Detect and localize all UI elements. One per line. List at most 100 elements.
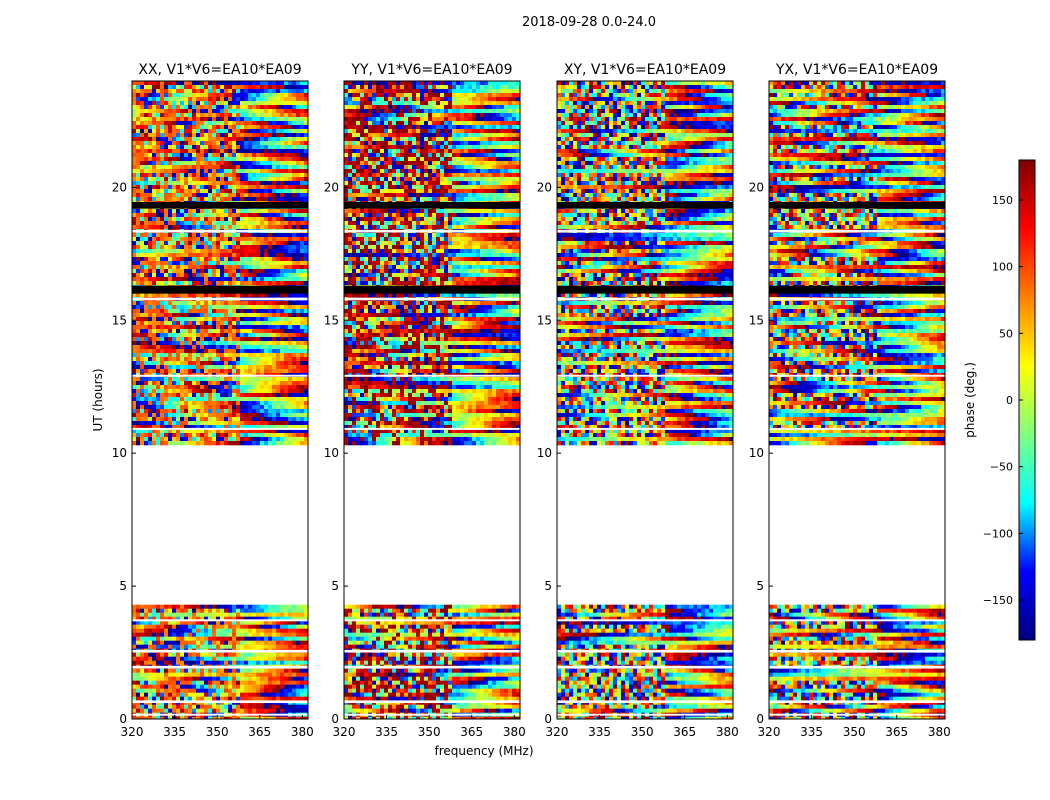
phase-cell bbox=[132, 624, 137, 629]
phase-cell bbox=[260, 265, 265, 270]
phase-cell bbox=[288, 377, 293, 382]
phase-cell bbox=[252, 401, 257, 406]
phase-cell bbox=[248, 616, 253, 621]
phase-cell bbox=[144, 716, 149, 719]
phase-cell bbox=[144, 165, 149, 170]
phase-cell bbox=[244, 317, 249, 322]
phase-cell bbox=[252, 704, 257, 709]
phase-cell bbox=[288, 177, 293, 182]
phase-cell bbox=[296, 157, 301, 162]
phase-cell bbox=[140, 620, 145, 625]
phase-cell bbox=[204, 357, 209, 362]
phase-cell bbox=[228, 389, 233, 394]
phase-cell bbox=[132, 197, 137, 202]
phase-cell bbox=[284, 133, 289, 138]
phase-cell bbox=[276, 413, 281, 418]
phase-cell bbox=[304, 189, 308, 194]
phase-cell bbox=[284, 369, 289, 374]
phase-cell bbox=[160, 405, 165, 410]
phase-cell bbox=[284, 317, 289, 322]
phase-cell bbox=[208, 301, 213, 306]
phase-cell bbox=[296, 249, 301, 254]
phase-cell bbox=[240, 345, 245, 350]
phase-cell bbox=[256, 680, 261, 685]
phase-cell bbox=[168, 696, 173, 701]
phase-cell bbox=[244, 325, 249, 330]
phase-cell bbox=[216, 616, 221, 621]
phase-cell bbox=[132, 684, 137, 689]
phase-cell bbox=[300, 405, 305, 410]
phase-cell bbox=[196, 644, 201, 649]
phase-cell bbox=[188, 145, 193, 150]
phase-cell bbox=[280, 269, 285, 274]
phase-cell bbox=[232, 213, 237, 218]
phase-cell bbox=[140, 181, 145, 186]
phase-cell bbox=[268, 620, 273, 625]
phase-cell bbox=[212, 233, 217, 238]
phase-cell bbox=[304, 716, 308, 719]
phase-cell bbox=[232, 81, 237, 86]
phase-cell bbox=[268, 636, 273, 641]
phase-cell bbox=[192, 141, 197, 146]
phase-cell bbox=[264, 413, 269, 418]
phase-cell bbox=[200, 377, 205, 382]
phase-cell bbox=[192, 620, 197, 625]
phase-cell bbox=[276, 688, 281, 693]
phase-cell bbox=[152, 233, 157, 238]
phase-cell bbox=[140, 241, 145, 246]
phase-cell bbox=[196, 628, 201, 633]
phase-cell bbox=[212, 157, 217, 162]
phase-cell bbox=[168, 357, 173, 362]
phase-cell bbox=[196, 365, 201, 370]
phase-cell bbox=[220, 169, 225, 174]
phase-cell bbox=[304, 692, 308, 697]
phase-cell bbox=[280, 233, 285, 238]
phase-cell bbox=[144, 233, 149, 238]
phase-cell bbox=[268, 137, 273, 142]
phase-cell bbox=[160, 105, 165, 110]
phase-cell bbox=[196, 225, 201, 230]
phase-cell bbox=[268, 105, 273, 110]
phase-cell bbox=[276, 89, 281, 94]
phase-cell bbox=[196, 333, 201, 338]
phase-cell bbox=[200, 317, 205, 322]
phase-cell bbox=[236, 333, 241, 338]
phase-cell bbox=[252, 181, 257, 186]
phase-cell bbox=[180, 397, 185, 402]
phase-cell bbox=[208, 125, 213, 130]
phase-cell bbox=[236, 277, 241, 282]
phase-cell bbox=[224, 361, 229, 366]
phase-cell bbox=[284, 129, 289, 134]
phase-cell bbox=[248, 133, 253, 138]
phase-cell bbox=[152, 237, 157, 242]
phase-cell bbox=[152, 173, 157, 178]
phase-cell bbox=[192, 644, 197, 649]
phase-cell bbox=[156, 89, 161, 94]
phase-cell bbox=[212, 125, 217, 130]
phase-cell bbox=[140, 644, 145, 649]
phase-cell bbox=[304, 177, 308, 182]
phase-cell bbox=[272, 688, 277, 693]
phase-cell bbox=[228, 153, 233, 158]
phase-cell bbox=[244, 149, 249, 154]
phase-cell bbox=[172, 145, 177, 150]
phase-cell bbox=[264, 313, 269, 318]
phase-cell bbox=[236, 640, 241, 645]
phase-cell bbox=[260, 305, 265, 310]
phase-cell bbox=[224, 329, 229, 334]
phase-cell bbox=[284, 233, 289, 238]
phase-cell bbox=[200, 716, 205, 719]
phase-cell bbox=[204, 281, 209, 286]
phase-cell bbox=[208, 249, 213, 254]
phase-cell bbox=[288, 93, 293, 98]
phase-cell bbox=[236, 217, 241, 222]
phase-cell bbox=[236, 668, 241, 673]
phase-cell bbox=[264, 640, 269, 645]
phase-cell bbox=[208, 169, 213, 174]
phase-cell bbox=[132, 93, 137, 98]
phase-cell bbox=[180, 369, 185, 374]
phase-cell bbox=[132, 213, 137, 218]
phase-cell bbox=[156, 317, 161, 322]
phase-cell bbox=[204, 377, 209, 382]
phase-cell bbox=[268, 153, 273, 158]
